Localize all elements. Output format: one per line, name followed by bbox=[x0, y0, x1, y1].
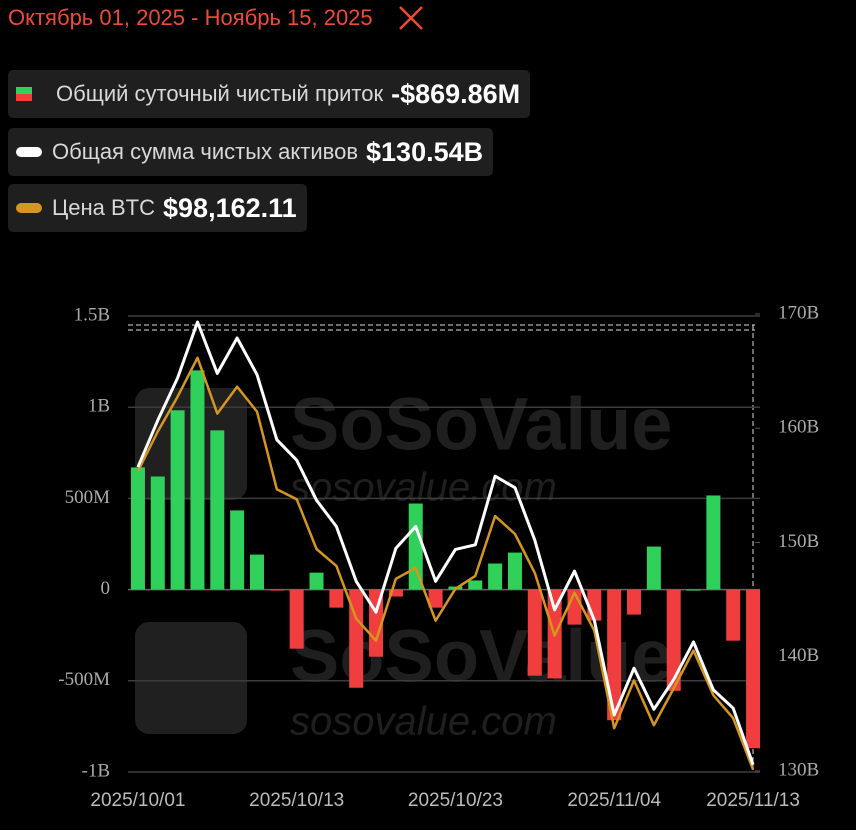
bar bbox=[329, 589, 344, 608]
y-tick-label: -500M bbox=[58, 669, 110, 690]
legend-icon bbox=[16, 87, 32, 101]
bar bbox=[150, 476, 165, 590]
bar bbox=[468, 580, 483, 590]
legend-value: -$869.86M bbox=[391, 78, 521, 109]
bar bbox=[289, 589, 304, 649]
legend-item: Общий суточный чистый приток -$869.86M bbox=[8, 70, 531, 118]
x-tick-label: 2025/10/23 bbox=[408, 790, 503, 811]
date-range: Октябрь 01, 2025 - Ноябрь 15, 2025 bbox=[8, 5, 373, 30]
bar bbox=[607, 589, 622, 721]
bar bbox=[428, 589, 443, 608]
y-tick-label: 1B bbox=[88, 396, 110, 417]
bar bbox=[349, 589, 364, 688]
bar bbox=[269, 589, 284, 591]
watermark-text: sosovalue.com bbox=[290, 466, 557, 510]
bar bbox=[488, 563, 503, 590]
legend-icon bbox=[16, 203, 42, 213]
legend-label: Цена BTC bbox=[52, 195, 156, 220]
legend-item: Цена BTC $98,162.11 bbox=[8, 184, 307, 232]
bar bbox=[408, 503, 423, 590]
y2-tick-label: 160B bbox=[778, 417, 819, 438]
bar bbox=[249, 554, 264, 590]
x-tick-label: 2025/11/04 bbox=[567, 790, 661, 811]
legend-value: $98,162.11 bbox=[163, 192, 297, 223]
bar bbox=[646, 546, 661, 590]
bar bbox=[706, 495, 721, 590]
y2-tick-label: 130B bbox=[778, 759, 819, 780]
bar bbox=[527, 589, 542, 676]
line bbox=[136, 356, 755, 771]
y-tick-label: 0 bbox=[101, 578, 111, 599]
bar bbox=[230, 510, 245, 590]
bar bbox=[686, 589, 701, 591]
header: Октябрь 01, 2025 - Ноябрь 15, 2025 bbox=[8, 4, 425, 32]
legend-icon bbox=[16, 147, 42, 157]
legend-label: Общий суточный чистый приток bbox=[56, 81, 384, 106]
y2-tick-label: 140B bbox=[778, 645, 819, 666]
bar bbox=[507, 552, 522, 590]
x-tick-label: 2025/11/13 bbox=[706, 790, 800, 811]
x-tick-label: 2025/10/01 bbox=[90, 790, 185, 811]
close-icon[interactable] bbox=[397, 4, 425, 32]
bar bbox=[388, 589, 403, 597]
watermark-logo bbox=[135, 622, 247, 734]
bar bbox=[746, 589, 761, 749]
y-tick-label: 1.5B bbox=[74, 304, 110, 325]
legend-item: Общая сумма чистых активов $130.54B bbox=[8, 128, 494, 176]
bar bbox=[666, 589, 681, 691]
y2-tick-label: 150B bbox=[778, 531, 819, 552]
line bbox=[136, 320, 755, 766]
watermark-text: SoSoValue bbox=[290, 383, 672, 466]
y2-tick-label: 170B bbox=[778, 302, 819, 323]
bar bbox=[170, 410, 185, 590]
watermark-text: sosovalue.com bbox=[290, 700, 557, 744]
legend-value: $130.54B bbox=[366, 136, 484, 167]
bar bbox=[190, 370, 205, 590]
legend-label: Общая сумма чистых активов bbox=[52, 139, 359, 164]
bar bbox=[130, 467, 145, 590]
x-tick-label: 2025/10/13 bbox=[249, 790, 344, 811]
bar bbox=[210, 430, 225, 590]
y-tick-label: 500M bbox=[65, 487, 111, 508]
bar bbox=[309, 572, 324, 590]
bar bbox=[726, 589, 741, 641]
y-tick-label: -1B bbox=[82, 760, 111, 781]
bar bbox=[627, 589, 642, 615]
